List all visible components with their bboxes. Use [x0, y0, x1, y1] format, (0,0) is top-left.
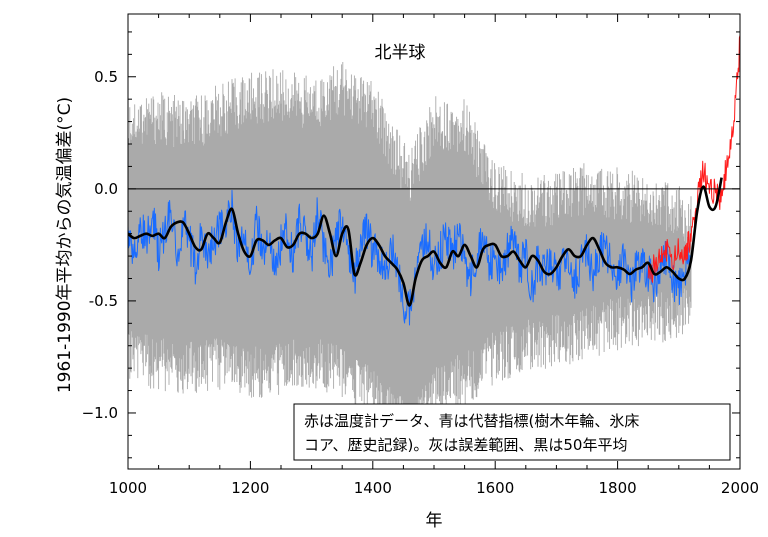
x-tick-label: 1200 [231, 479, 269, 497]
y-tick-label: 0.0 [94, 180, 118, 198]
annotation-line-1: 赤は温度計データ、青は代替指標(樹木年輪、氷床 [304, 412, 639, 430]
instrumental-data-line [647, 35, 740, 283]
annotation-box: 赤は温度計データ、青は代替指標(樹木年輪、氷床 コア、歴史記録)。灰は誤差範囲、… [293, 403, 731, 461]
y-axis-label: 1961-1990年平均からの気温偏差(°C) [55, 97, 75, 393]
chart-title: 北半球 [375, 43, 426, 63]
x-tick-label: 1400 [354, 479, 392, 497]
y-tick-label: −1.0 [82, 404, 118, 422]
y-tick-label: -0.5 [89, 292, 118, 310]
axes: 1000 1200 1400 1600 1800 2000 −1.0 -0.5 0.0 0.5 [82, 13, 759, 497]
plot-area [128, 35, 740, 457]
x-tick-label: 1600 [476, 479, 514, 497]
x-tick-label: 2000 [721, 479, 759, 497]
x-tick-label: 1000 [109, 479, 147, 497]
y-tick-label: 0.5 [94, 68, 118, 86]
annotation-line-2: コア、歴史記録)。灰は誤差範囲、黒は50年平均 [304, 436, 627, 454]
smoothed-average-line [128, 177, 723, 307]
x-tick-label: 1800 [599, 479, 637, 497]
proxy-data-line [128, 189, 692, 326]
x-axis-label: 年 [426, 511, 443, 531]
